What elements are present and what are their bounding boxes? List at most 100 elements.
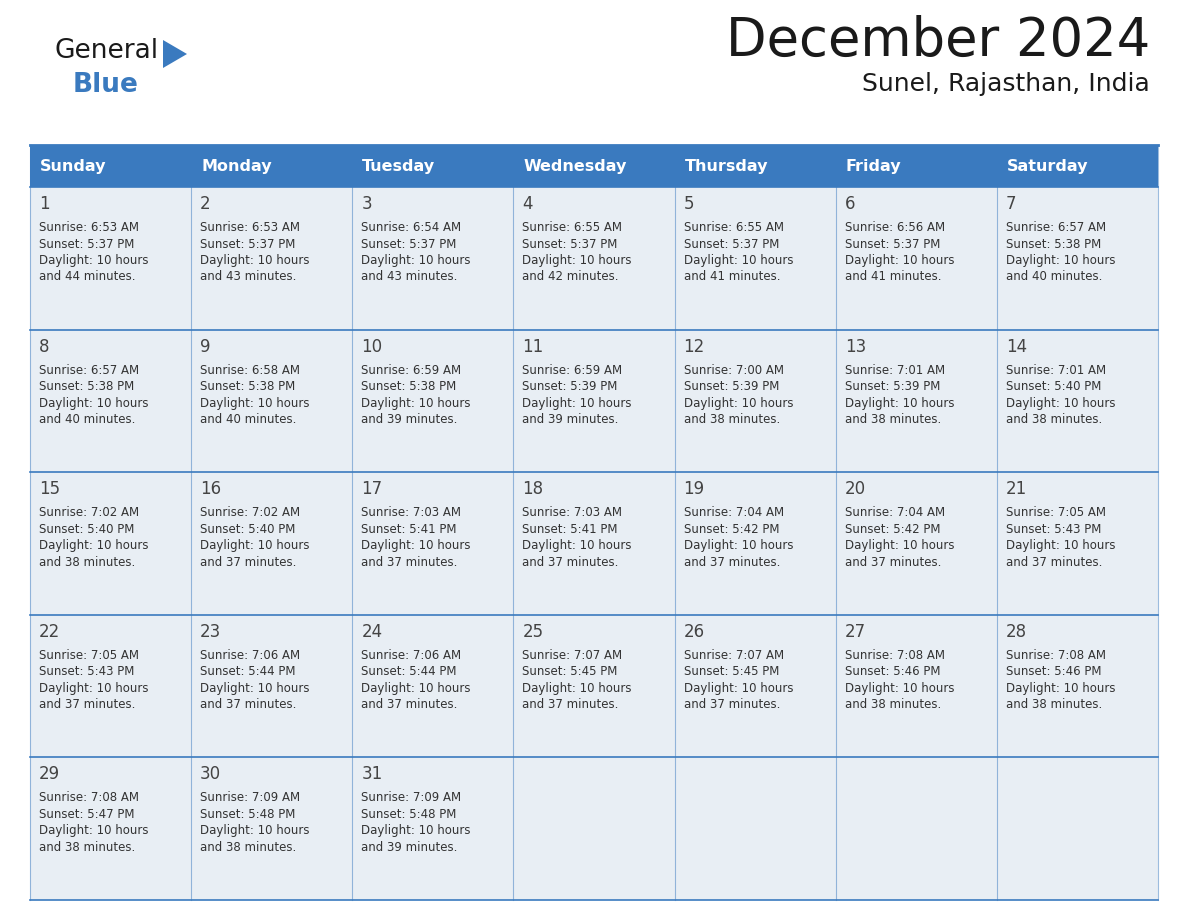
Text: 22: 22 (39, 622, 61, 641)
Text: Daylight: 10 hours: Daylight: 10 hours (523, 682, 632, 695)
Text: 28: 28 (1006, 622, 1026, 641)
Text: Sunset: 5:37 PM: Sunset: 5:37 PM (361, 238, 456, 251)
Text: Sunset: 5:37 PM: Sunset: 5:37 PM (845, 238, 940, 251)
Text: Sunset: 5:41 PM: Sunset: 5:41 PM (523, 522, 618, 536)
Text: 29: 29 (39, 766, 61, 783)
Text: 25: 25 (523, 622, 544, 641)
Text: Daylight: 10 hours: Daylight: 10 hours (39, 254, 148, 267)
Text: and 39 minutes.: and 39 minutes. (361, 841, 457, 854)
Text: Sunrise: 7:03 AM: Sunrise: 7:03 AM (523, 506, 623, 520)
Text: General: General (55, 38, 159, 64)
Text: Sunrise: 6:53 AM: Sunrise: 6:53 AM (39, 221, 139, 234)
Text: Daylight: 10 hours: Daylight: 10 hours (39, 682, 148, 695)
Text: Blue: Blue (72, 72, 139, 98)
Text: Sunrise: 7:07 AM: Sunrise: 7:07 AM (683, 649, 784, 662)
Text: Sunset: 5:44 PM: Sunset: 5:44 PM (200, 666, 296, 678)
Text: and 37 minutes.: and 37 minutes. (200, 555, 297, 568)
Bar (30, 615, 1158, 757)
Text: 9: 9 (200, 338, 210, 355)
Text: Sunrise: 6:59 AM: Sunrise: 6:59 AM (361, 364, 461, 376)
Text: Sunrise: 7:02 AM: Sunrise: 7:02 AM (39, 506, 139, 520)
Text: Sunrise: 7:04 AM: Sunrise: 7:04 AM (683, 506, 784, 520)
Text: Daylight: 10 hours: Daylight: 10 hours (361, 824, 470, 837)
Text: 23: 23 (200, 622, 221, 641)
Bar (30, 472, 1158, 615)
Text: 15: 15 (39, 480, 61, 498)
Text: 19: 19 (683, 480, 704, 498)
Text: Daylight: 10 hours: Daylight: 10 hours (361, 397, 470, 409)
Text: 10: 10 (361, 338, 383, 355)
Text: and 38 minutes.: and 38 minutes. (1006, 699, 1102, 711)
Text: Sunset: 5:46 PM: Sunset: 5:46 PM (845, 666, 940, 678)
Text: Sunset: 5:40 PM: Sunset: 5:40 PM (39, 522, 134, 536)
Text: 4: 4 (523, 195, 533, 213)
Text: and 40 minutes.: and 40 minutes. (200, 413, 297, 426)
Text: Daylight: 10 hours: Daylight: 10 hours (200, 254, 310, 267)
Text: Sunrise: 7:01 AM: Sunrise: 7:01 AM (1006, 364, 1106, 376)
Text: Daylight: 10 hours: Daylight: 10 hours (39, 539, 148, 553)
Text: 7: 7 (1006, 195, 1017, 213)
Text: 11: 11 (523, 338, 544, 355)
Text: Sunrise: 7:09 AM: Sunrise: 7:09 AM (200, 791, 301, 804)
Text: and 37 minutes.: and 37 minutes. (523, 699, 619, 711)
Text: and 41 minutes.: and 41 minutes. (683, 271, 781, 284)
Text: Sunset: 5:38 PM: Sunset: 5:38 PM (1006, 238, 1101, 251)
Text: and 37 minutes.: and 37 minutes. (1006, 555, 1102, 568)
Text: 16: 16 (200, 480, 221, 498)
Text: 26: 26 (683, 622, 704, 641)
Text: 31: 31 (361, 766, 383, 783)
Text: Sunset: 5:41 PM: Sunset: 5:41 PM (361, 522, 456, 536)
Text: Daylight: 10 hours: Daylight: 10 hours (845, 397, 954, 409)
Text: Daylight: 10 hours: Daylight: 10 hours (361, 539, 470, 553)
Text: Sunset: 5:42 PM: Sunset: 5:42 PM (845, 522, 940, 536)
Text: Sunrise: 7:05 AM: Sunrise: 7:05 AM (1006, 506, 1106, 520)
Text: Sunset: 5:47 PM: Sunset: 5:47 PM (39, 808, 134, 821)
Text: Sunrise: 7:06 AM: Sunrise: 7:06 AM (361, 649, 461, 662)
Text: and 38 minutes.: and 38 minutes. (1006, 413, 1102, 426)
Text: December 2024: December 2024 (726, 15, 1150, 67)
Text: Daylight: 10 hours: Daylight: 10 hours (1006, 682, 1116, 695)
Text: Wednesday: Wednesday (524, 159, 627, 174)
Text: and 40 minutes.: and 40 minutes. (39, 413, 135, 426)
Bar (30, 145, 1158, 187)
Text: Sunel, Rajasthan, India: Sunel, Rajasthan, India (862, 72, 1150, 96)
Text: Sunrise: 7:09 AM: Sunrise: 7:09 AM (361, 791, 461, 804)
Text: Daylight: 10 hours: Daylight: 10 hours (523, 539, 632, 553)
Text: Daylight: 10 hours: Daylight: 10 hours (1006, 254, 1116, 267)
Text: Sunset: 5:39 PM: Sunset: 5:39 PM (683, 380, 779, 393)
Text: and 38 minutes.: and 38 minutes. (845, 413, 941, 426)
Text: and 38 minutes.: and 38 minutes. (39, 841, 135, 854)
Bar (30, 187, 1158, 330)
Text: and 37 minutes.: and 37 minutes. (361, 555, 457, 568)
Text: and 38 minutes.: and 38 minutes. (39, 555, 135, 568)
Text: Daylight: 10 hours: Daylight: 10 hours (200, 397, 310, 409)
Text: Sunset: 5:39 PM: Sunset: 5:39 PM (845, 380, 940, 393)
Text: and 41 minutes.: and 41 minutes. (845, 271, 941, 284)
Text: Sunset: 5:43 PM: Sunset: 5:43 PM (1006, 522, 1101, 536)
Text: Sunset: 5:37 PM: Sunset: 5:37 PM (523, 238, 618, 251)
Text: 13: 13 (845, 338, 866, 355)
Text: Sunset: 5:38 PM: Sunset: 5:38 PM (361, 380, 456, 393)
Text: Daylight: 10 hours: Daylight: 10 hours (39, 824, 148, 837)
Text: Monday: Monday (201, 159, 272, 174)
Bar (30, 757, 1158, 900)
Text: and 37 minutes.: and 37 minutes. (845, 555, 941, 568)
Text: 3: 3 (361, 195, 372, 213)
Text: Sunrise: 6:55 AM: Sunrise: 6:55 AM (683, 221, 784, 234)
Text: Daylight: 10 hours: Daylight: 10 hours (1006, 397, 1116, 409)
Text: Sunrise: 7:08 AM: Sunrise: 7:08 AM (1006, 649, 1106, 662)
Text: Daylight: 10 hours: Daylight: 10 hours (683, 539, 794, 553)
Text: Daylight: 10 hours: Daylight: 10 hours (845, 539, 954, 553)
Text: and 43 minutes.: and 43 minutes. (361, 271, 457, 284)
Text: Daylight: 10 hours: Daylight: 10 hours (523, 397, 632, 409)
Text: Sunset: 5:39 PM: Sunset: 5:39 PM (523, 380, 618, 393)
Text: Sunset: 5:37 PM: Sunset: 5:37 PM (200, 238, 296, 251)
Text: Sunrise: 6:58 AM: Sunrise: 6:58 AM (200, 364, 301, 376)
Text: Daylight: 10 hours: Daylight: 10 hours (39, 397, 148, 409)
Text: Sunset: 5:43 PM: Sunset: 5:43 PM (39, 666, 134, 678)
Text: and 37 minutes.: and 37 minutes. (361, 699, 457, 711)
Text: Tuesday: Tuesday (362, 159, 436, 174)
Text: Daylight: 10 hours: Daylight: 10 hours (361, 682, 470, 695)
Text: 12: 12 (683, 338, 704, 355)
Text: Sunrise: 7:05 AM: Sunrise: 7:05 AM (39, 649, 139, 662)
